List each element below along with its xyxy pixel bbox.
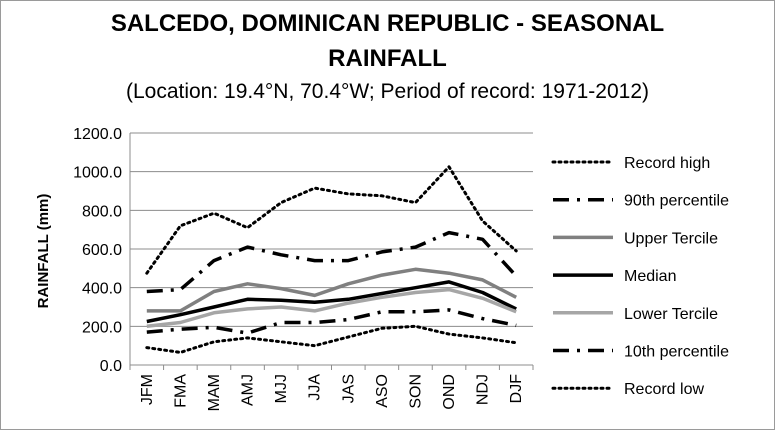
legend-item-median: Median [553, 268, 676, 285]
x-tick-label: AMJ [240, 374, 257, 406]
y-tick-label: 600.0 [82, 242, 122, 259]
x-tick-label: ASO [374, 374, 391, 408]
legend-label: Lower Tercile [624, 306, 718, 323]
series-line-90th-percentile [146, 230, 518, 294]
legend-label: Record low [624, 381, 704, 398]
y-tick-label: 400.0 [82, 281, 122, 298]
x-tick-label: MAM [206, 374, 223, 411]
x-tick-label: NDJ [475, 374, 492, 405]
x-tick-label: OND [441, 374, 458, 410]
legend-item-upper-tercile: Upper Tercile [553, 230, 718, 247]
legend-item-record-high: Record high [551, 155, 710, 172]
legend-item-record-low: Record low [551, 381, 704, 398]
y-tick-label: 0.0 [100, 358, 122, 375]
x-tick-label: JJA [307, 374, 324, 401]
series-line-median [146, 280, 517, 324]
legend-item-lower-tercile: Lower Tercile [553, 306, 718, 323]
y-tick-label: 1000.0 [73, 165, 122, 182]
series-lines [145, 165, 518, 354]
legend-label: Record high [624, 155, 710, 172]
legend-label: 10th percentile [624, 344, 729, 361]
series-line-10th-percentile [146, 308, 517, 335]
y-tick-label: 1200.0 [73, 126, 122, 143]
y-tick-label: 800.0 [82, 203, 122, 220]
x-tick-label: JFM [139, 374, 156, 405]
y-axis-label: RAINFALL (mm) [35, 194, 52, 309]
x-tick-label: FMA [172, 374, 189, 408]
legend-label: Upper Tercile [624, 230, 718, 247]
x-tick-label: JAS [340, 374, 357, 403]
legend-item-10th-percentile: 10th percentile [553, 344, 729, 361]
axes: 0.0 200.0 400.0 600.0 800.0 1000.0 1200.0 JFM FM… [35, 126, 534, 411]
x-tick-label: SON [407, 374, 424, 409]
series-line-lower-tercile [146, 287, 517, 329]
chart-subtitle: (Location: 19.4°N, 70.4°W; Period of rec… [125, 80, 650, 103]
legend-item-90th-percentile: 90th percentile [553, 193, 729, 210]
legend-label: 90th percentile [624, 193, 729, 210]
x-tick-label: DJF [508, 374, 525, 404]
x-tick-label: MJJ [273, 374, 290, 403]
legend: Record high 90th percentile Upper Tercile M… [551, 155, 729, 398]
series-line-record-high [145, 165, 518, 275]
y-tick-label: 200.0 [82, 319, 122, 336]
series-line-upper-tercile [146, 267, 518, 313]
legend-label: Median [624, 268, 676, 285]
chart-title-line-2: RAINFALL [328, 45, 447, 72]
series-line-record-low [145, 324, 518, 354]
chart-title-line-1: SALCEDO, DOMINICAN REPUBLIC - SEASONAL [110, 10, 665, 37]
